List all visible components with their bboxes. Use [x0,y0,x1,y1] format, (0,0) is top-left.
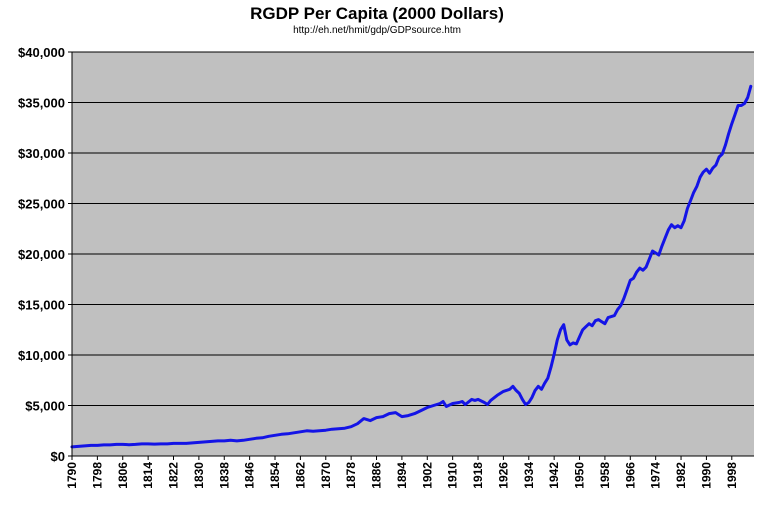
x-tick-label: 1934 [522,462,536,489]
chart-title: RGDP Per Capita (2000 Dollars) [250,4,504,23]
x-tick-label: 1822 [167,462,181,489]
x-tick-label: 1886 [370,462,384,489]
x-tick-label: 1798 [90,462,104,489]
y-tick-label: $15,000 [18,298,65,313]
x-tick-label: 1790 [65,462,79,489]
y-tick-label: $35,000 [18,96,65,111]
x-tick-label: 1910 [446,462,460,489]
x-tick-label: 1966 [623,462,637,489]
x-tick-label: 1854 [268,462,282,489]
rgdp-series-line [70,84,753,449]
x-tick-label: 1926 [496,462,510,489]
x-tick-label: 1838 [217,462,231,489]
x-tick-label: 1830 [192,462,206,489]
y-tick-label: $10,000 [18,348,65,363]
x-tick-label: 1918 [471,462,485,489]
x-tick-label: 1870 [319,462,333,489]
y-tick-label: $40,000 [18,45,65,60]
axes [71,52,754,457]
chart-subtitle: http://eh.net/hmit/gdp/GDPsource.htm [293,25,461,36]
x-tick-label: 1878 [344,462,358,489]
x-tick-label: 1990 [699,462,713,489]
x-tick-label: 1902 [420,462,434,489]
x-tick-label: 1846 [243,462,257,489]
y-tick-label: $5,000 [25,399,65,414]
gridlines [72,51,754,406]
y-axis-ticks: $0 $5,000 $10,000 $15,000 $20,000 $25,000 $30,… [18,45,72,464]
x-tick-label: 1814 [141,462,155,489]
x-tick-label: 1998 [725,462,739,489]
x-tick-label: 1894 [395,462,409,489]
x-tick-label: 1806 [116,462,130,489]
y-tick-label: $25,000 [18,197,65,212]
y-tick-label: $30,000 [18,146,65,161]
x-tick-label: 1958 [598,462,612,489]
y-tick-label: $0 [51,449,65,464]
x-tick-label: 1942 [547,462,561,489]
x-tick-label: 1950 [573,462,587,489]
x-axis-ticks: 1790 1798 1806 1814 1822 1830 1838 1846 1854 1862… [65,456,739,489]
y-tick-label: $20,000 [18,247,65,262]
x-tick-label: 1862 [293,462,307,489]
x-tick-label: 1982 [674,462,688,489]
x-tick-label: 1974 [649,462,663,489]
